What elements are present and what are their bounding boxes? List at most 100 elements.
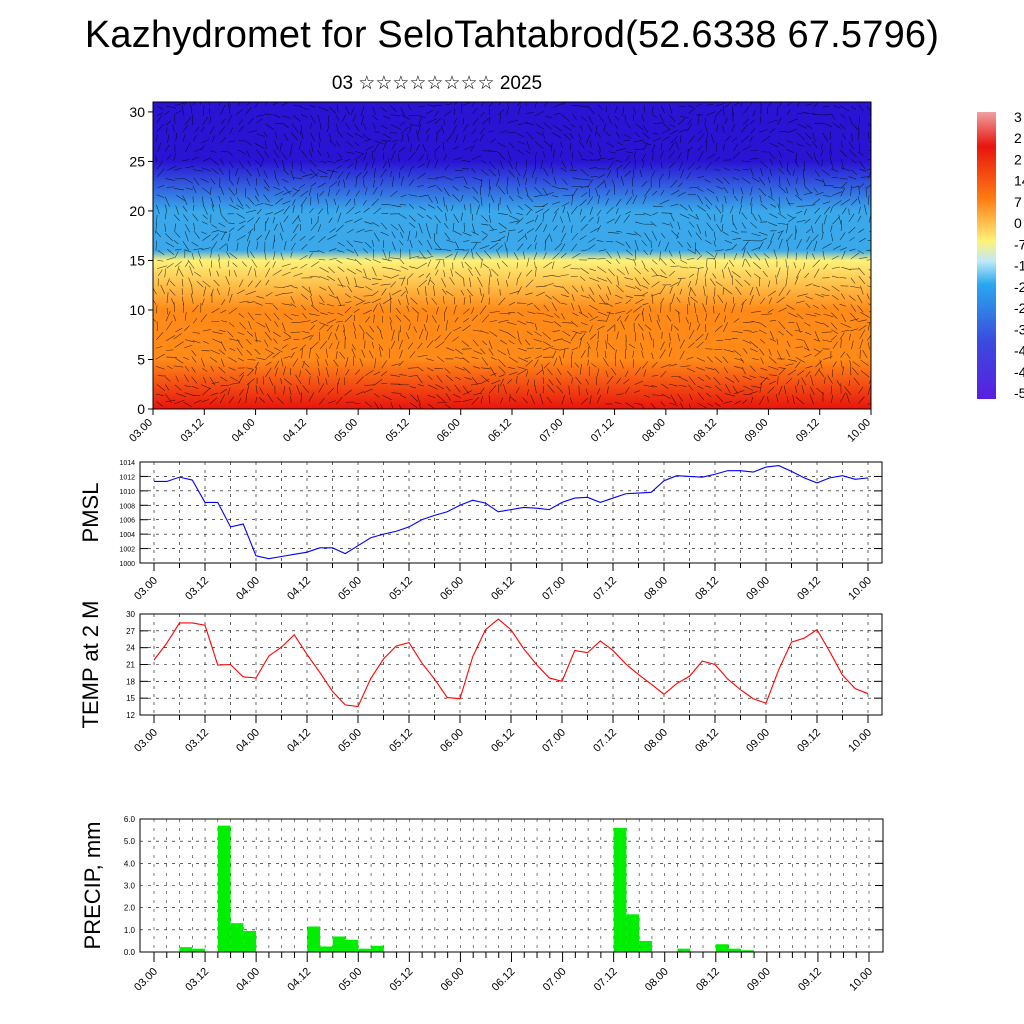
wind-vector (406, 332, 410, 340)
wind-vector (202, 187, 211, 195)
wind-vector (657, 314, 660, 322)
wind-vector (749, 365, 756, 372)
wind-vector (768, 119, 778, 124)
wind-vector (184, 116, 192, 125)
wind-vector (317, 114, 321, 122)
wind-vector (238, 313, 245, 318)
wind-vector (839, 332, 845, 340)
wind-vector (777, 117, 782, 126)
wind-vector (868, 276, 871, 280)
wind-vector (634, 277, 641, 287)
wind-vector (354, 159, 358, 170)
wind-vector (369, 350, 374, 359)
wind-vector (434, 241, 442, 250)
wind-vector (668, 341, 671, 348)
wind-vector (327, 151, 330, 158)
wind-vector (318, 302, 325, 306)
wind-vector (256, 357, 266, 360)
wind-vector (669, 222, 674, 229)
wind-vector (246, 382, 250, 394)
wind-vector (500, 397, 504, 404)
wind-vector (829, 151, 833, 160)
wind-vector (155, 223, 157, 234)
wind-vector (554, 313, 560, 319)
wind-vector (778, 368, 786, 376)
wind-vector (272, 239, 275, 249)
wind-vector (265, 123, 274, 130)
wind-vector (192, 204, 195, 211)
wind-vector (175, 375, 179, 382)
wind-vector (218, 254, 220, 261)
wind-vector (380, 178, 384, 187)
wind-vector (555, 377, 562, 386)
wind-vector (426, 159, 431, 169)
wind-vector (515, 387, 520, 394)
wind-vector (724, 315, 726, 323)
x-tick-label: 10.00 (846, 575, 874, 603)
wind-vector (562, 286, 570, 295)
wind-vector (449, 276, 455, 285)
wind-vector (822, 322, 829, 328)
wind-vector (603, 123, 606, 132)
wind-vector (418, 328, 424, 340)
wind-vector (326, 124, 330, 133)
wind-vector (318, 258, 326, 261)
wind-vector (347, 163, 354, 169)
wind-vector (427, 375, 433, 380)
x-tick-label: 08.12 (691, 417, 719, 445)
wind-vector (255, 302, 263, 306)
wind-vector (337, 284, 346, 287)
wind-vector (442, 141, 445, 152)
wind-vector (329, 133, 332, 143)
wind-vector (713, 231, 716, 241)
wind-vector (426, 331, 429, 341)
wind-vector (616, 268, 625, 276)
wind-vector (562, 124, 572, 131)
wind-vector (336, 124, 339, 133)
wind-vector (616, 284, 624, 293)
wind-vector (867, 403, 871, 405)
wind-vector (651, 361, 658, 368)
wind-vector (283, 355, 291, 359)
wind-vector (803, 208, 807, 216)
wind-vector (773, 249, 778, 260)
wind-vector (398, 153, 400, 162)
wind-vector (308, 313, 320, 316)
wind-vector (346, 257, 356, 261)
wind-vector (661, 222, 670, 226)
wind-vector (516, 376, 518, 384)
wind-vector (220, 341, 226, 352)
wind-vector (794, 329, 803, 333)
wind-vector (579, 235, 587, 240)
wind-vector (437, 402, 448, 404)
precip-bar (715, 944, 729, 952)
wind-vector (552, 275, 561, 278)
wind-vector (579, 364, 582, 375)
x-tick-label: 05.00 (336, 575, 364, 603)
wind-vector (220, 104, 226, 115)
wind-vector (812, 132, 816, 142)
wind-vector (587, 312, 593, 318)
wind-vector (315, 353, 320, 359)
wind-vector (417, 342, 423, 349)
wind-vector (193, 177, 200, 186)
wind-vector (839, 232, 846, 241)
wind-vector (256, 149, 264, 159)
wind-vector (400, 231, 404, 238)
wind-vector (209, 397, 218, 405)
wind-vector (767, 280, 771, 288)
wind-vector (606, 169, 612, 178)
wind-vector (308, 376, 311, 385)
wind-vector (193, 230, 200, 239)
wind-vector (155, 231, 161, 238)
wind-vector (534, 141, 544, 149)
wind-vector (733, 143, 739, 152)
wind-vector (797, 370, 805, 376)
precip-bar (639, 940, 652, 952)
wind-vector (156, 401, 163, 407)
wind-vector (827, 375, 833, 384)
wind-vector (634, 240, 639, 251)
wind-vector (479, 305, 487, 315)
wind-vector (209, 377, 216, 386)
wind-vector (203, 376, 207, 384)
